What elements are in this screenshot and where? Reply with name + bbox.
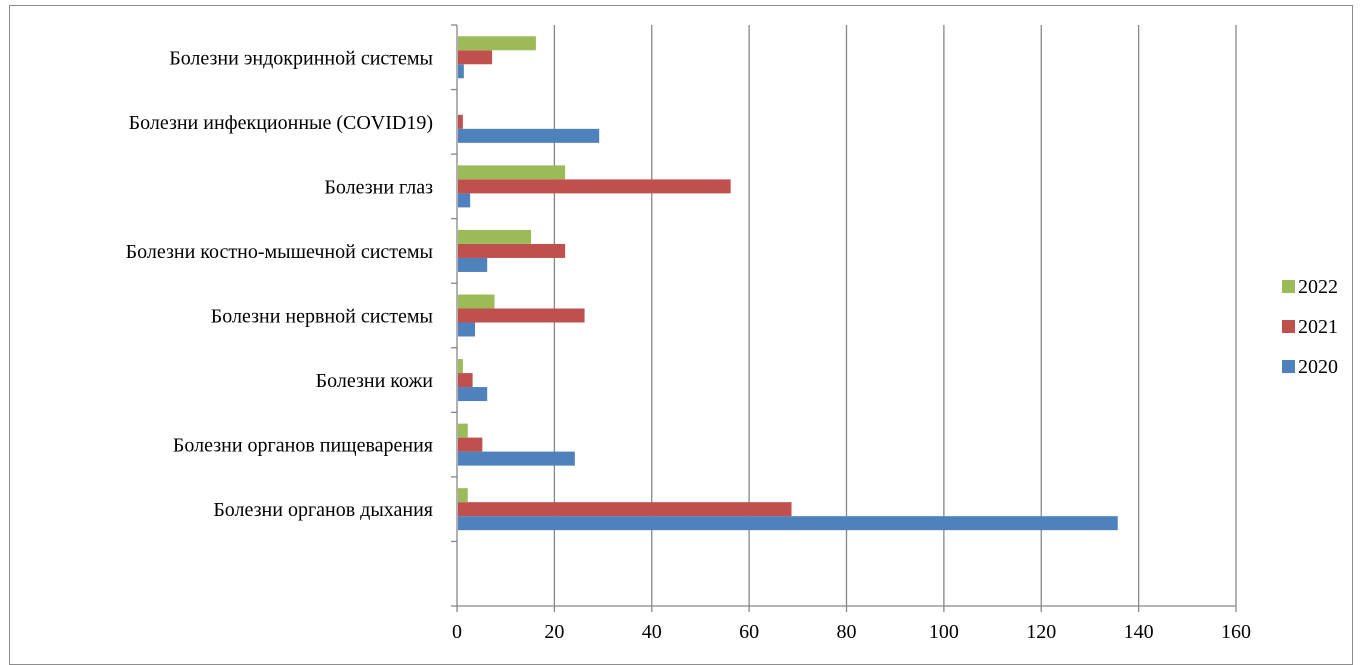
bar-2022-cat-0	[458, 488, 468, 503]
bar-2021-cat-4	[458, 243, 566, 258]
bar-2021-cat-5	[458, 179, 731, 194]
bar-2020-cat-0	[458, 516, 1118, 531]
bar-2020-cat-6	[458, 128, 600, 143]
legend-swatch-2021	[1282, 320, 1295, 333]
bar-2021-cat-6	[458, 114, 463, 129]
x-tick-label-140: 140	[1124, 621, 1154, 643]
bar-2020-cat-7	[458, 64, 464, 79]
bar-2020-cat-3	[458, 322, 476, 337]
bar-2022-cat-4	[458, 229, 532, 244]
bars	[458, 36, 1118, 531]
bar-2021-cat-1	[458, 437, 483, 452]
category-label-6: Болезни инфекционные (COVID19)	[129, 112, 433, 134]
legend-label-2020: 2020	[1298, 356, 1338, 378]
x-tick-label-160: 160	[1221, 621, 1251, 643]
bar-2022-cat-7	[458, 36, 536, 51]
legend-label-2021: 2021	[1298, 316, 1338, 338]
bar-2021-cat-3	[458, 308, 585, 323]
bar-2022-cat-3	[458, 294, 495, 309]
x-tick-label-0: 0	[452, 621, 462, 643]
category-label-5: Болезни глаз	[324, 176, 433, 198]
x-tick-label-60: 60	[739, 621, 759, 643]
category-label-0: Болезни органов дыхания	[213, 499, 433, 521]
category-label-1: Болезни органов пищеварения	[173, 435, 433, 457]
bar-2021-cat-2	[458, 373, 473, 388]
horizontal-bar-chart: 0 20 40 60 80 100 120 140 160 Болезни органов ды…	[126, 24, 1338, 643]
category-label-4: Болезни костно-мышечной системы	[126, 241, 433, 263]
category-label-3: Болезни нервной системы	[211, 306, 433, 328]
bar-2020-cat-1	[458, 451, 575, 466]
x-tick-label-100: 100	[929, 621, 959, 643]
x-tick-label-120: 120	[1026, 621, 1056, 643]
bar-2022-cat-5	[458, 165, 566, 180]
bar-2020-cat-5	[458, 193, 471, 208]
chart-frame	[9, 5, 1353, 665]
tick-labels: 0 20 40 60 80 100 120 140 160	[452, 621, 1251, 643]
legend: 2022 2021 2020	[1282, 276, 1338, 378]
legend-swatch-2020	[1282, 360, 1295, 373]
x-tick-label-40: 40	[642, 621, 662, 643]
category-label-7: Болезни эндокринной системы	[169, 47, 433, 69]
legend-label-2022: 2022	[1298, 276, 1338, 298]
bar-2020-cat-2	[458, 387, 488, 402]
x-tick-label-80: 80	[837, 621, 857, 643]
bar-2022-cat-2	[458, 359, 463, 374]
axes	[451, 24, 1237, 612]
bar-2021-cat-0	[458, 502, 792, 517]
category-labels: Болезни органов дыхания Болезни органов п…	[126, 47, 434, 521]
bar-2020-cat-4	[458, 257, 488, 272]
category-label-2: Болезни кожи	[316, 370, 434, 392]
bar-2022-cat-1	[458, 423, 468, 438]
legend-swatch-2022	[1282, 280, 1295, 293]
bar-2021-cat-7	[458, 50, 493, 65]
x-tick-label-20: 20	[544, 621, 564, 643]
